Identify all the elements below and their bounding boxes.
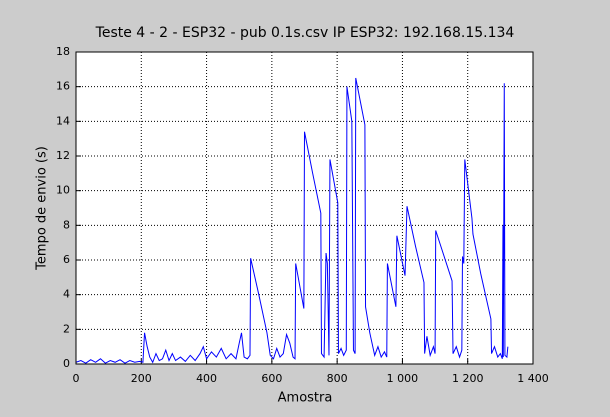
x-tick-label: 0 bbox=[73, 372, 80, 385]
x-tick-label: 800 bbox=[327, 372, 348, 385]
y-tick-label: 2 bbox=[63, 322, 70, 335]
chart-title: Teste 4 - 2 - ESP32 - pub 0.1s.csv IP ES… bbox=[95, 25, 515, 41]
y-tick-label: 0 bbox=[63, 357, 70, 370]
y-tick-label: 12 bbox=[56, 149, 70, 162]
y-tick-label: 8 bbox=[63, 218, 70, 231]
plot-frame bbox=[75, 51, 534, 365]
x-tick-label: 600 bbox=[261, 372, 282, 385]
y-axis-title: Tempo de envio (s) bbox=[35, 146, 50, 271]
y-tick-label: 18 bbox=[56, 45, 70, 58]
y-tick-label: 6 bbox=[63, 253, 70, 266]
x-axis-title: Amostra bbox=[278, 391, 333, 406]
y-tick-label: 16 bbox=[56, 80, 70, 93]
y-tick-label: 4 bbox=[63, 288, 70, 301]
y-tick-label: 10 bbox=[56, 184, 70, 197]
data-line bbox=[75, 77, 509, 364]
x-tick-label: 1 200 bbox=[452, 372, 484, 385]
y-tick-label: 14 bbox=[56, 114, 70, 127]
x-tick-label: 1 400 bbox=[517, 372, 549, 385]
x-tick-label: 200 bbox=[131, 372, 152, 385]
x-tick-label: 400 bbox=[196, 372, 217, 385]
x-tick-label: 1 000 bbox=[387, 372, 419, 385]
